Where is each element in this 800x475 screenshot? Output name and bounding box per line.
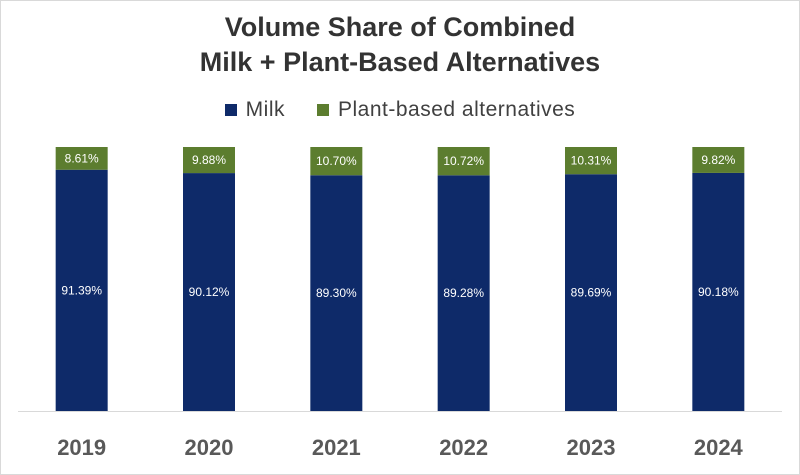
- bar-milk-2024: [692, 172, 745, 411]
- data-label-milk-2022: 89.28%: [443, 286, 484, 300]
- data-label-plant-based-2023: 10.31%: [571, 154, 612, 168]
- data-label-milk-2024: 90.18%: [698, 285, 739, 299]
- legend-item-milk: Milk: [224, 98, 285, 122]
- bar-milk-2022: [437, 175, 490, 411]
- data-label-plant-based-2021: 10.70%: [316, 154, 357, 168]
- x-tick-label-2020: 2020: [185, 435, 234, 460]
- x-tick-label-2022: 2022: [439, 435, 488, 460]
- data-label-milk-2021: 89.30%: [316, 286, 357, 300]
- bar-plant-based-2019: [55, 147, 108, 170]
- legend-label-milk: Milk: [245, 98, 285, 121]
- bar-plant-based-2021: [310, 147, 363, 176]
- data-label-plant-based-2020: 9.88%: [192, 153, 226, 167]
- x-tick-label-2024: 2024: [694, 435, 744, 460]
- bar-plant-based-2020: [183, 147, 235, 174]
- bar-plant-based-2023: [565, 147, 617, 175]
- chart-title: Volume Share of Combined Milk + Plant-Ba…: [0, 10, 800, 80]
- chart-title-line-2: Milk + Plant-Based Alternatives: [199, 47, 601, 77]
- legend-swatch-milk: [224, 104, 237, 116]
- bar-milk-2019: [55, 169, 108, 411]
- data-label-plant-based-2024: 9.82%: [701, 153, 735, 167]
- chart-title-line-1: Volume Share of Combined: [224, 12, 576, 42]
- legend-item-plant-based: Plant-based alternatives: [317, 98, 575, 122]
- data-label-milk-2020: 90.12%: [189, 285, 230, 299]
- chart-legend: Milk Plant-based alternatives: [0, 95, 800, 125]
- bar-plant-based-2024: [692, 147, 745, 173]
- x-tick-label-2021: 2021: [312, 435, 361, 460]
- data-label-plant-based-2019: 8.61%: [65, 151, 99, 165]
- bar-milk-2021: [310, 175, 363, 411]
- bar-milk-2023: [565, 174, 617, 411]
- bar-plant-based-2022: [437, 147, 490, 176]
- legend-swatch-plant-based: [317, 104, 329, 116]
- x-tick-label-2019: 2019: [57, 435, 106, 460]
- data-label-plant-based-2022: 10.72%: [443, 154, 484, 168]
- x-tick-label-2023: 2023: [567, 435, 616, 460]
- bar-milk-2020: [183, 173, 235, 411]
- data-label-milk-2023: 89.69%: [571, 286, 612, 300]
- data-label-milk-2019: 91.39%: [61, 283, 102, 297]
- legend-label-plant-based: Plant-based alternatives: [338, 98, 576, 121]
